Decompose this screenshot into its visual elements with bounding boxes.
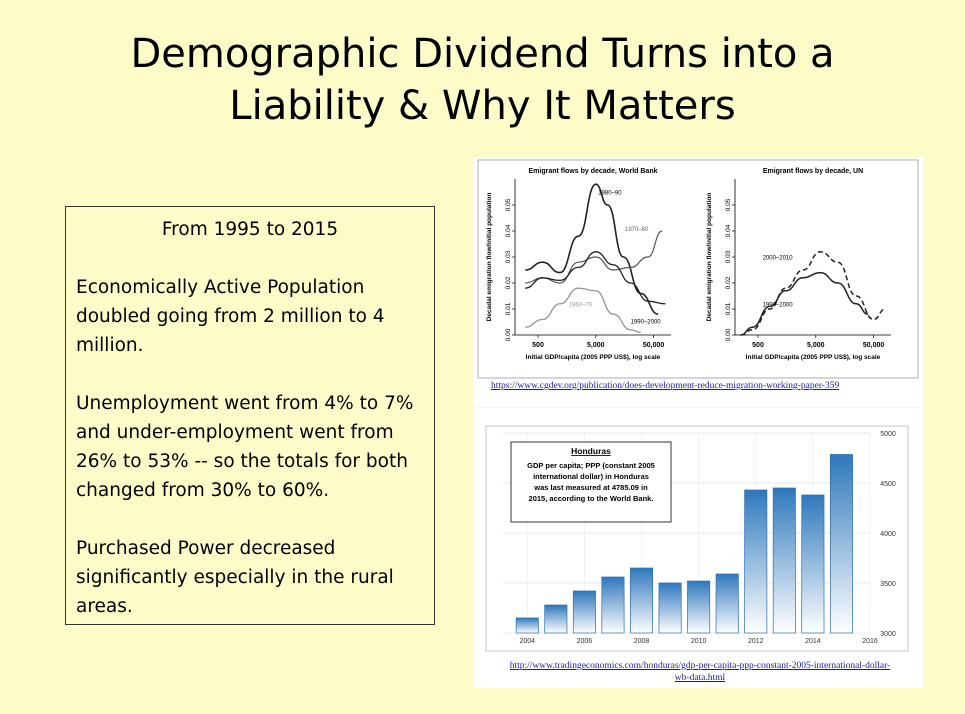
y-tick-label: 0.01: [505, 302, 512, 315]
textbox-paragraph-purchasing-power: Purchased Power decreased significantly …: [76, 538, 394, 617]
x-tick-label: 5,000: [587, 342, 605, 349]
honduras-chart-panel: 3000 3500 4000 4500 5000 2004 2006 2008 2010 2012…: [473, 408, 923, 688]
slide-title: Demographic Dividend Turns into a Liabil…: [0, 28, 965, 132]
y-tick-label: 3500: [880, 581, 896, 588]
y-tick-label: 5000: [880, 431, 896, 438]
migration-frame: [477, 159, 919, 379]
tradingeconomics-link-line-1: http://www.tradingeconomics.com/honduras…: [509, 661, 891, 671]
y-tick-label: 0.03: [725, 250, 732, 263]
series-label: 1980–90: [598, 191, 622, 197]
honduras-box-title: Honduras: [571, 446, 611, 456]
series-line: [740, 271, 869, 336]
y-axis-label: Decadal emigration flow/initial populati…: [706, 193, 713, 322]
y-tick-label: 0.02: [505, 276, 512, 289]
honduras-axes: 3000 3500 4000 4500 5000 2004 2006 2008 2010 2012…: [519, 431, 895, 645]
x-tick-label: 50,000: [863, 342, 885, 349]
series-label: 1990–2000: [763, 302, 794, 308]
honduras-info-box: Honduras GDP per capita; PPP (constant 2…: [510, 441, 672, 523]
bar-2006: [572, 590, 596, 634]
x-tick-label: 2014: [805, 638, 821, 645]
chart-title: Emigrant flows by decade, World Bank: [528, 168, 657, 175]
bar-2013: [772, 487, 796, 634]
bar-2007: [601, 576, 625, 634]
x-axis-label: Initial GDP/capita (2005 PPP US$), log s…: [746, 354, 881, 361]
y-tick-label: 0.04: [725, 224, 732, 237]
series-label: 1960–70: [569, 302, 593, 308]
x-tick-label: 5,000: [807, 342, 825, 349]
series-label: 1970–80: [625, 227, 649, 233]
bar-2012: [744, 489, 768, 634]
x-tick-label: 2010: [691, 638, 707, 645]
wb-emigration-chart: Emigrant flows by decade, World Bank 0.00…: [486, 168, 671, 361]
honduras-box-line-4: 2015, according to the World Bank.: [529, 494, 654, 503]
un-emigration-chart: Emigrant flows by decade, UN 0.00 0.01 0.02…: [706, 168, 891, 361]
x-tick-label: 2016: [862, 638, 878, 645]
textbox-paragraph-population: Economically Active Population doubled g…: [76, 277, 385, 356]
honduras-bars: [515, 454, 853, 634]
migration-charts-svg: Emigrant flows by decade, World Bank 0.00…: [477, 159, 919, 379]
title-line-1: Demographic Dividend Turns into a: [130, 31, 835, 77]
migration-charts-panel: Emigrant flows by decade, World Bank 0.00…: [473, 157, 923, 407]
bar-2015: [829, 454, 853, 634]
x-tick-label: 2006: [577, 638, 593, 645]
summary-textbox: From 1995 to 2015 Economically Active Po…: [65, 206, 435, 625]
bar-2010: [687, 580, 711, 634]
honduras-chart-svg: 3000 3500 4000 4500 5000 2004 2006 2008 2010 2012…: [485, 425, 909, 652]
series-line: [740, 251, 886, 336]
y-tick-label: 0.04: [505, 224, 512, 237]
title-line-2: Liability & Why It Matters: [229, 83, 736, 129]
x-tick-label: 2008: [634, 638, 650, 645]
bar-2008: [630, 567, 654, 634]
series-line: [525, 183, 659, 315]
bar-2004: [515, 617, 539, 634]
bar-2014: [801, 494, 825, 634]
x-tick-label: 500: [752, 342, 764, 349]
honduras-box-line-1: GDP per capita; PPP (constant 2005: [527, 461, 655, 470]
x-tick-label: 500: [532, 342, 544, 349]
y-tick-label: 0.03: [505, 250, 512, 263]
y-tick-label: 0.00: [725, 328, 732, 341]
series-line: [525, 230, 663, 284]
y-tick-label: 0.05: [505, 198, 512, 211]
bar-2011: [715, 573, 739, 634]
x-tick-label: 50,000: [643, 342, 665, 349]
y-axis-label: Decadal emigration flow/initial populati…: [486, 193, 493, 322]
series-label: 1990–2000: [631, 319, 662, 325]
x-tick-label: 2012: [748, 638, 764, 645]
series-label: 2000–2010: [763, 256, 794, 262]
chart-title: Emigrant flows by decade, UN: [763, 168, 863, 175]
textbox-paragraph-unemployment: Unemployment went from 4% to 7% and unde…: [76, 393, 414, 501]
y-tick-label: 0.02: [725, 276, 732, 289]
honduras-box-line-3: was last measured at 4785.09 in: [533, 483, 648, 492]
series-line: [525, 287, 641, 334]
tradingeconomics-link-line-2: wb-data.html: [674, 673, 726, 683]
honduras-box-line-2: international dollar) in Honduras: [533, 472, 649, 481]
y-tick-label: 4000: [880, 531, 896, 538]
textbox-heading: From 1995 to 2015: [161, 219, 339, 240]
tradingeconomics-source-link[interactable]: http://www.tradingeconomics.com/honduras…: [485, 660, 915, 684]
x-axis-label: Initial GDP/capita (2005 PPP US$), log s…: [526, 354, 661, 361]
bar-2009: [658, 582, 682, 634]
x-tick-label: 2004: [519, 638, 535, 645]
series-line: [525, 251, 666, 305]
bar-2005: [544, 604, 568, 634]
cgdev-source-link[interactable]: https://www.cgdev.org/publication/does-d…: [491, 381, 840, 391]
y-tick-label: 3000: [880, 631, 896, 638]
y-tick-label: 0.05: [725, 198, 732, 211]
y-tick-label: 0.00: [505, 328, 512, 341]
y-tick-label: 4500: [880, 481, 896, 488]
y-tick-label: 0.01: [725, 302, 732, 315]
